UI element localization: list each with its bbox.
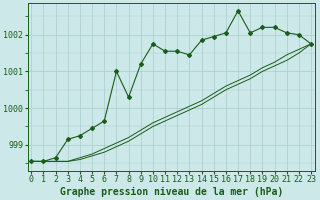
X-axis label: Graphe pression niveau de la mer (hPa): Graphe pression niveau de la mer (hPa) [60, 186, 283, 197]
